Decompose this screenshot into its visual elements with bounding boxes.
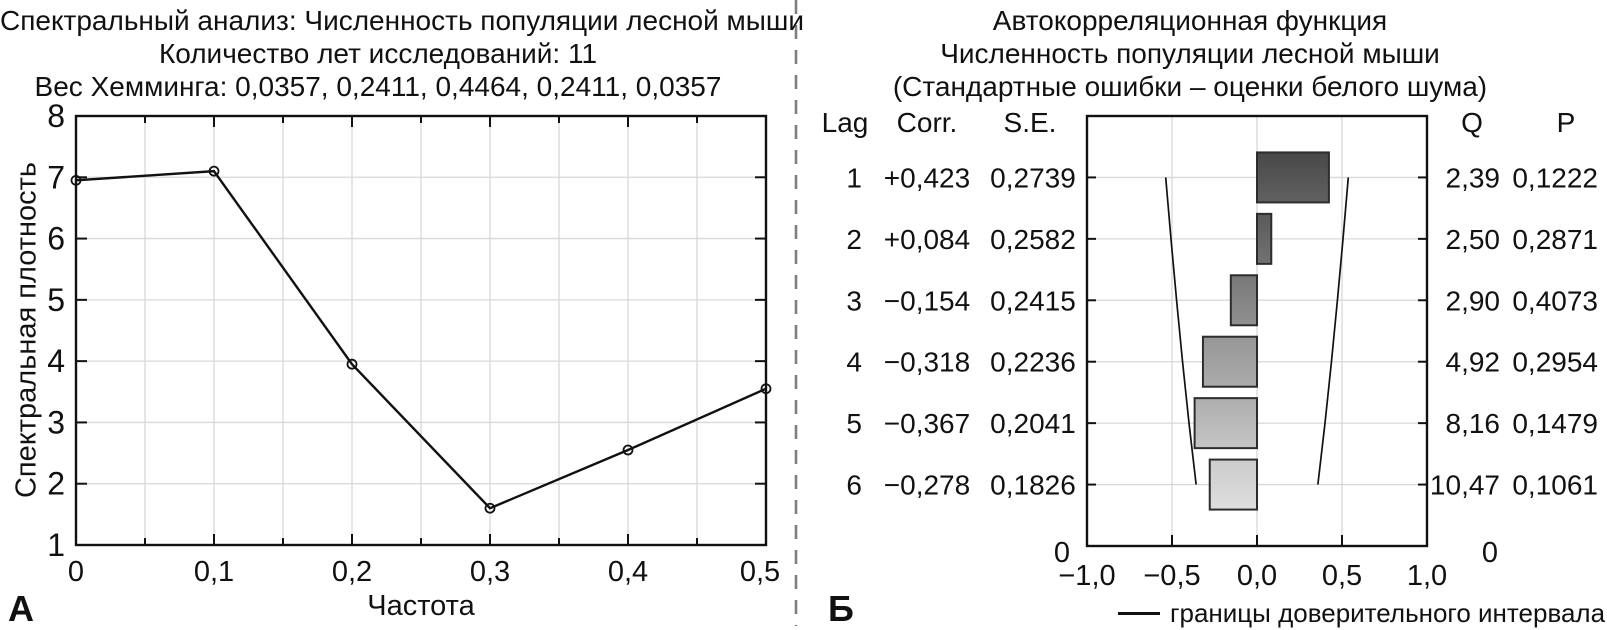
y-tick-label: 3 xyxy=(47,404,65,440)
corr-value: −0,154 xyxy=(884,285,970,316)
lag-value: 5 xyxy=(846,408,862,439)
lag-value: 6 xyxy=(846,470,862,501)
corr-value: +0,084 xyxy=(884,224,970,255)
q-value: 4,92 xyxy=(1446,347,1501,378)
acf-y-axis-zero-right: 0 xyxy=(1481,537,1499,569)
spectral-title-block: Спектральный анализ: Численность популяц… xyxy=(0,4,805,103)
y-tick-label: 8 xyxy=(47,98,65,134)
x-tick-label: 1,0 xyxy=(1407,560,1447,592)
column-header-p: P xyxy=(1556,107,1576,138)
lag-value: 4 xyxy=(846,347,862,378)
q-value: 2,90 xyxy=(1446,285,1501,316)
acf-bar-lag-3 xyxy=(1229,274,1258,327)
x-tick-label: 0,0 xyxy=(1237,560,1277,592)
legend-label: границы доверительного интервала xyxy=(1170,598,1606,628)
y-tick-label: 1 xyxy=(47,527,65,563)
spectral-title-line1: Спектральный анализ: Численность популяц… xyxy=(0,5,805,36)
data-point-marker xyxy=(760,383,772,395)
p-value: 0,1479 xyxy=(1512,408,1598,439)
x-tick-label: 0,5 xyxy=(740,556,780,588)
se-value: 0,2739 xyxy=(990,162,1076,193)
data-point-marker xyxy=(484,502,496,514)
y-tick-label: 7 xyxy=(47,159,65,195)
spectral-y-axis-label: Спектральная плотность xyxy=(10,161,43,499)
se-value: 0,2236 xyxy=(990,347,1076,378)
corr-value: −0,318 xyxy=(884,347,970,378)
spectral-x-axis-label: Частота xyxy=(367,590,475,622)
column-header-lag: Lag xyxy=(821,107,869,138)
lag-value: 1 xyxy=(846,162,862,193)
panel-b-letter: Б xyxy=(828,588,854,629)
column-header-corr: Corr. xyxy=(896,107,958,138)
acf-bar-lag-6 xyxy=(1208,458,1258,511)
se-value: 0,2041 xyxy=(990,408,1076,439)
corr-value: −0,367 xyxy=(884,408,970,439)
x-tick-label: −0,5 xyxy=(1143,560,1200,592)
p-value: 0,1061 xyxy=(1512,470,1598,501)
q-value: 8,16 xyxy=(1446,408,1501,439)
data-point-marker xyxy=(346,358,358,370)
lag-value: 2 xyxy=(846,224,862,255)
ci-boundary-right xyxy=(1317,177,1350,485)
column-header-q: Q xyxy=(1461,107,1483,138)
x-tick-label: 0 xyxy=(68,556,84,588)
x-tick-label: −1,0 xyxy=(1058,560,1115,592)
acf-plot: −1,0 −0,5 0,0 0,5 1,0 1 +0,423 0,2739 2,39 0,1222… xyxy=(846,114,1598,592)
se-value: 0,2582 xyxy=(990,224,1076,255)
y-tick-label: 6 xyxy=(47,221,65,257)
se-value: 0,1826 xyxy=(990,470,1076,501)
acf-title-line1: Автокорреляционная функция xyxy=(992,5,1388,36)
acf-bar-lag-4 xyxy=(1201,335,1258,388)
data-point-marker xyxy=(70,174,82,186)
spectral-title-line2: Количество лет исследований: 11 xyxy=(158,38,598,69)
q-value: 10,47 xyxy=(1430,470,1500,501)
acf-bar-lag-5 xyxy=(1193,397,1258,450)
x-tick-label: 0,4 xyxy=(608,556,648,588)
corr-value: +0,423 xyxy=(884,162,970,193)
acf-title-block: Автокорреляционная функция Численность п… xyxy=(870,4,1510,103)
acf-title-line2: Численность популяции лесной мыши xyxy=(940,38,1440,69)
panel-a-letter: А xyxy=(8,588,34,629)
data-point-marker xyxy=(208,165,220,177)
x-tick-label: 0,5 xyxy=(1322,560,1362,592)
q-value: 2,39 xyxy=(1446,162,1501,193)
x-tick-label: 0,2 xyxy=(332,556,372,588)
column-header-se: S.E. xyxy=(1003,107,1057,138)
corr-value: −0,278 xyxy=(884,470,970,501)
spectral-plot: 0 0,1 0,2 0,3 0,4 0,5 1 2 3 4 5 6 7 8 xyxy=(47,98,780,588)
p-value: 0,2871 xyxy=(1512,224,1598,255)
q-value: 2,50 xyxy=(1446,224,1501,255)
spectral-density-line xyxy=(75,169,767,510)
spectral-title-line3: Вес Хемминга: 0,0357, 0,2411, 0,4464, 0,… xyxy=(34,71,722,102)
lag-value: 3 xyxy=(846,285,862,316)
se-value: 0,2415 xyxy=(990,285,1076,316)
acf-bar-lag-1 xyxy=(1256,151,1330,204)
y-tick-label: 2 xyxy=(47,466,65,502)
acf-title-line3: (Стандартные ошибки – оценки белого шума… xyxy=(892,71,1488,102)
x-tick-label: 0,1 xyxy=(194,556,234,588)
x-tick-label: 0,3 xyxy=(470,556,510,588)
p-value: 0,4073 xyxy=(1512,285,1598,316)
y-tick-label: 4 xyxy=(47,343,65,379)
legend-line-icon xyxy=(1118,612,1160,615)
acf-bar-lag-2 xyxy=(1256,212,1273,265)
confidence-interval-legend: границы доверительного интервала xyxy=(1118,598,1605,629)
p-value: 0,2954 xyxy=(1512,347,1598,378)
y-tick-label: 5 xyxy=(47,282,65,318)
p-value: 0,1222 xyxy=(1512,162,1598,193)
acf-y-axis-zero-left: 0 xyxy=(1053,537,1071,569)
data-point-marker xyxy=(622,444,634,456)
ci-boundary-left xyxy=(1164,177,1197,485)
